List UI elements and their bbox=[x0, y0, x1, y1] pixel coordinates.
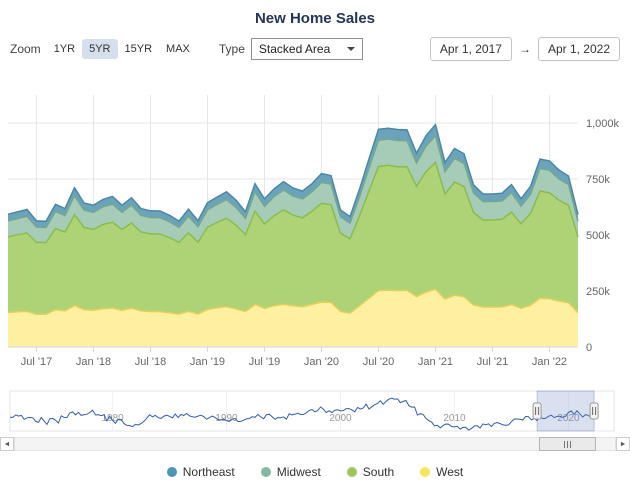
date-range: Apr 1, 2017 → Apr 1, 2022 bbox=[429, 37, 620, 61]
toolbar: Zoom 1YR 5YR 15YR MAX Type Stacked Area … bbox=[0, 35, 630, 63]
zoom-button-max[interactable]: MAX bbox=[159, 39, 197, 59]
end-date-input[interactable]: Apr 1, 2022 bbox=[537, 37, 620, 61]
scrollbar-track[interactable] bbox=[14, 437, 616, 451]
navigator-right-handle[interactable] bbox=[589, 402, 599, 420]
type-select[interactable]: Stacked Area bbox=[250, 38, 363, 60]
navigator[interactable]: 1980 1990 2000 2010 2020 bbox=[0, 387, 630, 435]
x-axis-label: Jul '21 bbox=[477, 356, 508, 368]
scrollbar: ◄ ► bbox=[0, 437, 630, 451]
west-series-marker-icon bbox=[420, 467, 431, 477]
legend-label: Northeast bbox=[182, 465, 235, 479]
legend: Northeast Midwest South West bbox=[0, 459, 630, 485]
line-midwest bbox=[7, 134, 579, 229]
navigator-axis-label: 2020 bbox=[557, 413, 580, 424]
navigator-axis-label: 1980 bbox=[101, 413, 124, 424]
navigator-axis-label: 1990 bbox=[215, 413, 238, 424]
navigator-axis-label: 2000 bbox=[329, 413, 352, 424]
y-axis-label: 250k bbox=[586, 286, 610, 298]
scrollbar-right-arrow-icon[interactable]: ► bbox=[616, 437, 630, 451]
navigator-selection[interactable] bbox=[536, 390, 595, 432]
y-axis-label: 750k bbox=[586, 174, 610, 186]
navigator-outline bbox=[9, 390, 615, 432]
y-axis-label: 0 bbox=[586, 342, 592, 354]
zoom-label: Zoom bbox=[10, 42, 41, 56]
dropdown-caret-icon bbox=[346, 47, 355, 55]
x-axis-label: Jul '20 bbox=[363, 356, 394, 368]
scrollbar-grip-icon bbox=[567, 440, 568, 448]
legend-item-midwest[interactable]: Midwest bbox=[260, 465, 321, 479]
navigator-axis-label: 2010 bbox=[443, 413, 466, 424]
x-axis-label: Jul '19 bbox=[249, 356, 280, 368]
zoom-button-5yr[interactable]: 5YR bbox=[82, 39, 118, 59]
y-axis-label: 1,000k bbox=[586, 118, 620, 130]
legend-item-west[interactable]: West bbox=[420, 465, 463, 479]
scrollbar-left-arrow-icon[interactable]: ◄ bbox=[0, 437, 14, 451]
type-controls: Type Stacked Area bbox=[219, 38, 363, 60]
x-axis-label: Jul '17 bbox=[21, 356, 52, 368]
legend-label: West bbox=[436, 465, 464, 479]
x-axis-label: Jan '21 bbox=[418, 356, 453, 368]
x-axis-label: Jan '22 bbox=[532, 356, 567, 368]
legend-label: Midwest bbox=[276, 465, 321, 479]
legend-item-south[interactable]: South bbox=[346, 465, 395, 479]
x-axis-label: Jan '20 bbox=[304, 356, 339, 368]
northeast-series-marker-icon bbox=[166, 467, 177, 477]
navigator-series-line bbox=[9, 397, 592, 431]
legend-item-northeast[interactable]: Northeast bbox=[166, 465, 235, 479]
zoom-button-15yr[interactable]: 15YR bbox=[118, 39, 160, 59]
x-axis-label: Jan '19 bbox=[190, 356, 225, 368]
legend-label: South bbox=[362, 465, 395, 479]
line-northeast bbox=[7, 123, 579, 223]
range-arrow-icon: → bbox=[518, 42, 531, 56]
type-label: Type bbox=[218, 42, 245, 56]
south-series-marker-icon bbox=[346, 467, 357, 477]
line-south bbox=[7, 161, 579, 244]
scrollbar-thumb[interactable] bbox=[539, 437, 596, 451]
area-west[interactable] bbox=[8, 289, 578, 347]
main-chart[interactable]: 0 250k 500k 750k 1,000k Jul '17 Jan '18 Jul '18… bbox=[0, 75, 630, 377]
start-date-input[interactable]: Apr 1, 2017 bbox=[429, 37, 512, 61]
y-axis-label: 500k bbox=[586, 230, 610, 242]
midwest-series-marker-icon bbox=[260, 467, 271, 477]
x-axis-label: Jan '18 bbox=[76, 356, 111, 368]
navigator-left-handle[interactable] bbox=[532, 402, 542, 420]
zoom-controls: Zoom 1YR 5YR 15YR MAX bbox=[10, 39, 197, 59]
chart-title: New Home Sales bbox=[254, 10, 376, 27]
type-select-value: Stacked Area bbox=[258, 42, 331, 56]
x-axis-label: Jul '18 bbox=[135, 356, 166, 368]
zoom-button-1yr[interactable]: 1YR bbox=[47, 39, 82, 59]
line-west bbox=[7, 288, 579, 316]
